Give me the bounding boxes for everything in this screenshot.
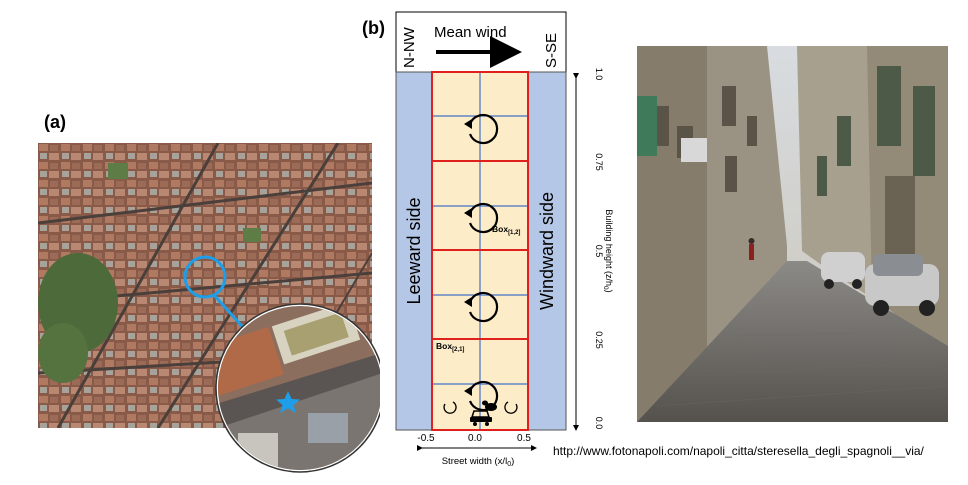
mean-wind-label: Mean wind [434, 24, 507, 41]
windward-side-label: Windward side [537, 192, 557, 310]
car-icon [470, 400, 497, 426]
y-axis-label: Building height (z/h0) [602, 209, 614, 292]
street-photo [637, 46, 948, 422]
y-tick-2: 0.75 [594, 153, 604, 171]
street-canyon-diagram: N-NW S-SE Mean wind [395, 11, 614, 468]
photo-source-url: http://www.fotonapoli.com/napoli_citta/s… [553, 444, 924, 458]
y-tick-1: 1.0 [594, 68, 604, 81]
x-axis-label: Street width (x/l0) [442, 456, 515, 468]
windward-wall [528, 72, 566, 430]
leeward-wall [396, 72, 432, 430]
panel-a-label: (a) [44, 112, 66, 132]
direction-left-label: N-NW [401, 26, 418, 68]
x-tick-1: -0.5 [417, 433, 435, 444]
x-tick-2: 0.0 [468, 433, 482, 444]
box-label-top: Box[1,2] [492, 224, 520, 236]
y-tick-4: 0.25 [594, 331, 604, 349]
location-star-icon [276, 391, 300, 413]
x-tick-3: 0.5 [517, 433, 531, 444]
y-tick-3: 0.5 [594, 245, 604, 258]
leeward-side-label: Leeward side [404, 197, 424, 304]
box-label-bottom: Box[2,1] [436, 341, 464, 353]
aerial-map-image [38, 143, 380, 473]
direction-right-label: S-SE [543, 33, 560, 68]
y-tick-5: 0.0 [594, 417, 604, 430]
panel-b-label: (b) [362, 18, 385, 38]
